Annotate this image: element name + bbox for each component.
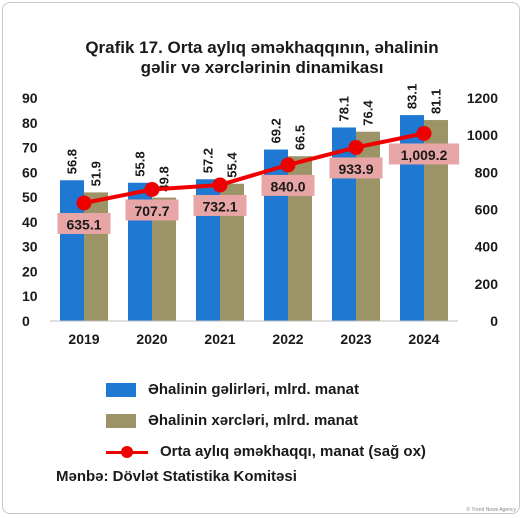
legend-item-income: Əhalinin gəlirləri, mlrd. manat (106, 374, 426, 405)
legend-label-wage: Orta aylıq əməkhaqqı, manat (sağ ox) (160, 443, 426, 460)
y-right-tick-label: 400 (475, 239, 499, 255)
y-left-tick-label: 60 (22, 164, 38, 180)
y-left-tick-label: 30 (22, 239, 38, 255)
wage-point (212, 177, 228, 193)
chart-legend: Əhalinin gəlirləri, mlrd. manat Əhalinin… (106, 374, 426, 467)
wage-label: 933.9 (338, 161, 373, 177)
y-left-tick-label: 10 (22, 288, 38, 304)
bar-expenses (84, 192, 108, 321)
y-left-tick-label: 40 (22, 214, 38, 230)
legend-label-income: Əhalinin gəlirləri, mlrd. manat (148, 381, 359, 398)
legend-swatch-expenses (106, 413, 136, 428)
y-left-tick-label: 20 (22, 263, 38, 279)
y-right-tick-label: 1000 (467, 127, 498, 143)
bar-label-expenses: 81.1 (429, 89, 444, 114)
bar-label-expenses: 49.8 (157, 166, 172, 191)
chart-title-line-1: Qrafik 17. Orta aylıq əməkhaqqının, əhal… (85, 38, 439, 57)
x-tick-label: 2023 (340, 331, 371, 347)
bar-label-expenses: 76.4 (361, 100, 376, 126)
x-tick-label: 2022 (272, 331, 303, 347)
y-right-tick-label: 0 (490, 313, 498, 329)
chart-title-line-2: gəlir və xərclərinin dinamikası (140, 58, 384, 77)
source-note: Mənbə: Dövlət Statistika Komitəsi (56, 468, 297, 485)
y-left-tick-label: 0 (22, 313, 30, 329)
wage-label: 840.0 (270, 178, 305, 194)
bar-label-expenses: 66.5 (293, 125, 308, 150)
bar-label-expenses: 55.4 (225, 152, 240, 178)
y-right-tick-label: 1200 (467, 90, 498, 106)
x-tick-label: 2020 (136, 331, 167, 347)
legend-swatch-wage (106, 445, 148, 459)
chart-title: Qrafik 17. Orta aylıq əməkhaqqının, əhal… (0, 38, 524, 78)
wage-point (280, 157, 296, 173)
bar-label-income: 56.8 (65, 149, 80, 174)
bar-income (332, 127, 356, 321)
wage-line (83, 131, 425, 205)
legend-item-expenses: Əhalinin xərcləri, mlrd. manat (106, 405, 426, 436)
credit-watermark: © Trend News Agency (466, 507, 516, 513)
wage-label: 1,009.2 (401, 147, 448, 163)
y-left-tick-label: 80 (22, 115, 38, 131)
wage-label-box (125, 199, 179, 221)
y-right-tick-label: 800 (475, 164, 499, 180)
y-left-tick-label: 90 (22, 90, 38, 106)
y-right-tick-label: 600 (475, 202, 499, 218)
wage-label-box (329, 157, 383, 179)
legend-swatch-income (106, 382, 136, 397)
x-tick-label: 2024 (408, 331, 439, 347)
y-left-tick-label: 50 (22, 189, 38, 205)
bar-label-income: 78.1 (337, 96, 352, 121)
wage-label-box (261, 174, 315, 196)
wage-point (416, 125, 432, 141)
wage-label: 635.1 (66, 216, 101, 232)
wage-label-box (193, 194, 247, 216)
bar-label-income: 83.1 (405, 84, 420, 109)
y-left-tick-label: 70 (22, 140, 38, 156)
wage-label-box (388, 143, 460, 165)
wage-label: 732.1 (202, 198, 237, 214)
legend-item-wage: Orta aylıq əməkhaqqı, manat (sağ ox) (106, 436, 426, 467)
bar-label-expenses: 51.9 (89, 161, 104, 186)
wage-point (144, 181, 160, 197)
chart-frame (2, 2, 520, 514)
y-right-tick-label: 200 (475, 276, 499, 292)
wage-point (76, 195, 92, 211)
wage-label: 707.7 (134, 203, 169, 219)
x-tick-label: 2019 (68, 331, 99, 347)
bar-label-income: 69.2 (269, 118, 284, 143)
bar-label-income: 57.2 (201, 148, 216, 173)
x-tick-label: 2021 (204, 331, 235, 347)
legend-label-expenses: Əhalinin xərcləri, mlrd. manat (148, 412, 359, 429)
wage-label-box (57, 212, 111, 234)
wage-point (348, 139, 364, 155)
bar-label-income: 55.8 (133, 151, 148, 176)
